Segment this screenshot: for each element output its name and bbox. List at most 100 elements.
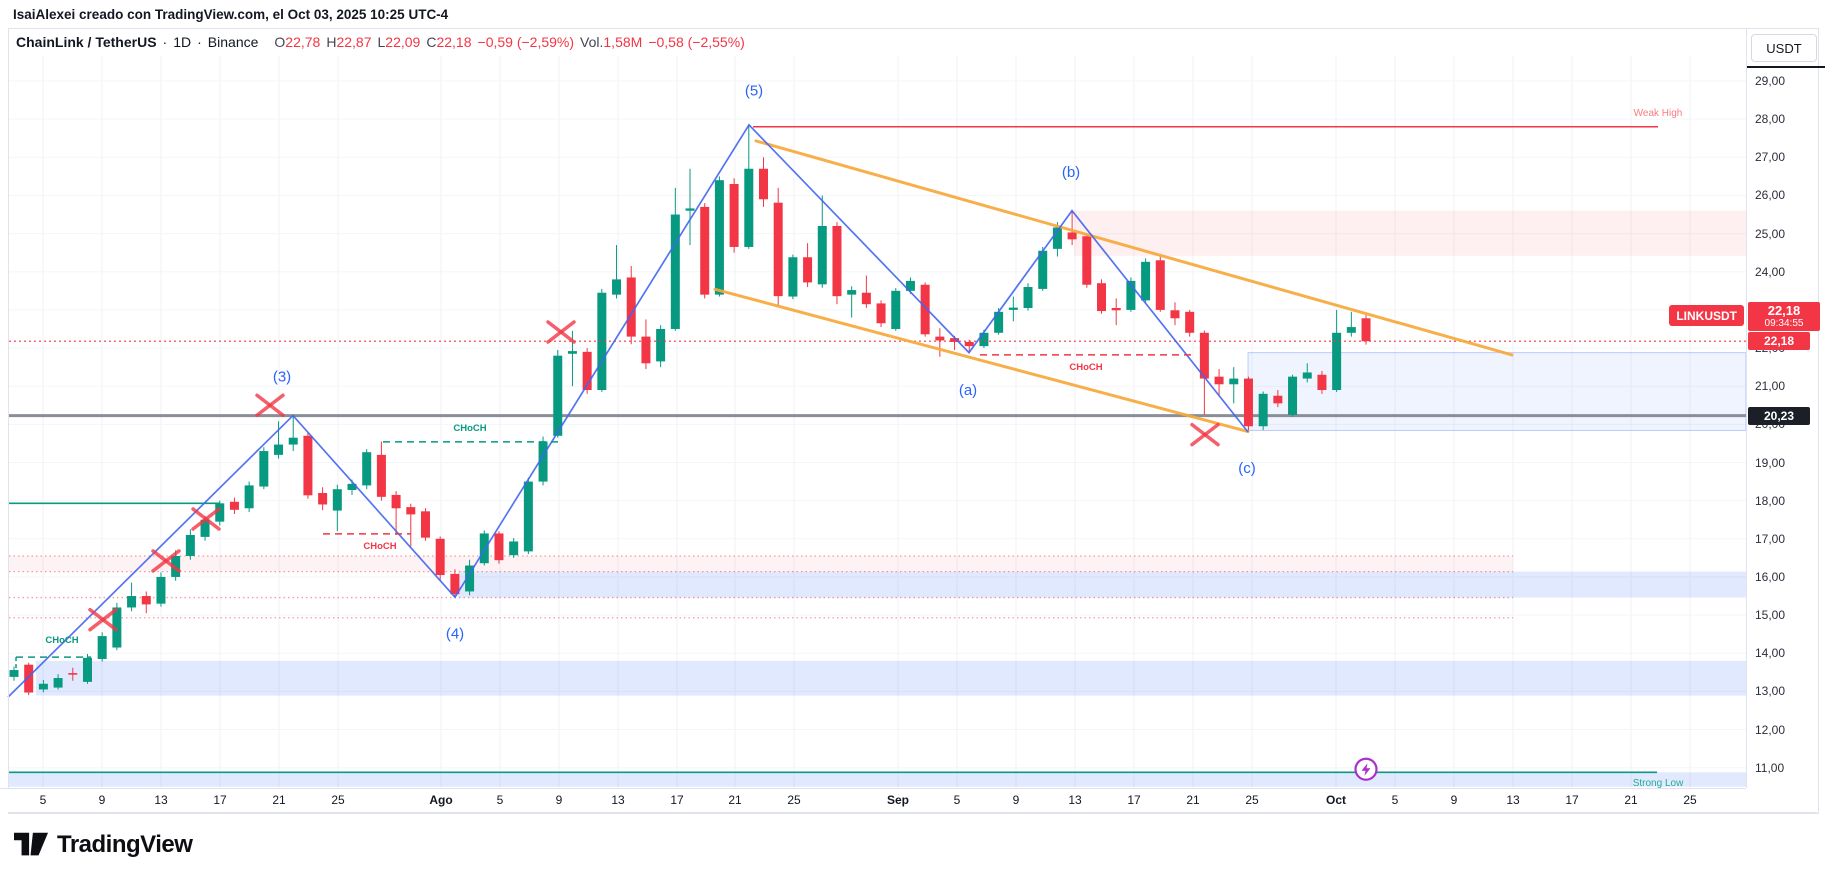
price-tick-label: 28,00 — [1755, 112, 1786, 127]
time-tick-label: 5 — [1391, 793, 1399, 807]
dotted-levels-layer — [9, 555, 1513, 619]
time-axis[interactable]: 5 9 13 17 21 25 Ago 5 9 13 17 21 25 Sep 5 9 13 17 21 25 Oct 5… — [0, 788, 1746, 813]
elliott-zigzag-line — [7, 123, 1249, 698]
bar-countdown: 09:34:55 — [1764, 318, 1804, 329]
zigzag-layer — [7, 123, 1249, 698]
lower-orange — [713, 287, 1250, 434]
price-tick-label: 29,00 — [1755, 74, 1786, 88]
band-blue-16 — [458, 571, 1746, 598]
time-tick-label: 13 — [154, 793, 168, 807]
time-tick-label: 25 — [1683, 793, 1697, 807]
zones-layer — [9, 210, 1747, 787]
band-pink-16 — [9, 555, 1513, 572]
flash-icon[interactable] — [1354, 757, 1378, 781]
price-tick-label: 14,00 — [1755, 646, 1786, 661]
time-tick-label: 17 — [213, 793, 227, 807]
time-tick-label: 5 — [953, 793, 961, 807]
ohlc-open: O22,78 — [274, 34, 321, 50]
price-tick-label: 26,00 — [1755, 188, 1786, 203]
ohlc-close: C22,18 — [426, 34, 472, 50]
price-tick-label: 13,00 — [1755, 684, 1786, 699]
price-tick-label: 24,00 — [1755, 264, 1786, 279]
upper-orange — [754, 139, 1514, 357]
price-tick-label: 18,00 — [1755, 493, 1786, 508]
price-tick-label: 12,00 — [1755, 722, 1786, 737]
time-tick-label: 9 — [555, 793, 563, 807]
time-tick-label: 17 — [1127, 793, 1141, 807]
svg-text:CHoCH: CHoCH — [45, 635, 78, 646]
time-tick-label: 17 — [670, 793, 684, 807]
time-tick-label: 17 — [1565, 793, 1579, 807]
time-tick-label: 25 — [787, 793, 801, 807]
time-tick-label: 21 — [272, 793, 286, 807]
symbol-price-tag: LINKUSDT — [1669, 305, 1744, 326]
wave-labels-layer: (3) (4) (5) (a) (b) (c) — [273, 83, 1256, 643]
tradingview-logo-icon[interactable] — [14, 832, 48, 858]
axis-divider — [1747, 66, 1825, 68]
ohlc-low: L22,09 — [377, 34, 421, 50]
strong-low-ray: Strong Low — [9, 771, 1684, 789]
level-price-label: 20,23 — [1748, 407, 1810, 425]
time-tick-label: 13 — [611, 793, 625, 807]
svg-text:CHoCH: CHoCH — [363, 541, 396, 552]
volume-change: −0,58 (−2,55%) — [648, 34, 745, 50]
time-tick-month: Sep — [886, 793, 910, 807]
time-tick-label: 13 — [1068, 793, 1082, 807]
time-tick-label: 5 — [496, 793, 504, 807]
change-value: −0,59 (−2,59%) — [477, 34, 575, 50]
band-blue-13 — [36, 660, 1746, 696]
time-tick-label: 9 — [1450, 793, 1458, 807]
price-tick-label: 16,00 — [1755, 569, 1786, 584]
footer: TradingView — [14, 826, 193, 864]
time-tick-label: 21 — [1186, 793, 1200, 807]
svg-text:CHoCH: CHoCH — [1069, 362, 1102, 373]
interval-label[interactable]: 1D — [173, 34, 192, 50]
ohlc-high: H22,87 — [326, 34, 372, 50]
time-tick-label: 13 — [1506, 793, 1520, 807]
time-tick-label: 9 — [1012, 793, 1020, 807]
time-tick-label: 25 — [1245, 793, 1259, 807]
wave-label-5: (5) — [745, 83, 763, 100]
candles-layer — [9, 124, 1371, 696]
time-tick-label: 5 — [39, 793, 47, 807]
wave-label-3: (3) — [273, 369, 291, 386]
price-tick-label: 15,00 — [1755, 608, 1786, 623]
supply-pink — [1074, 210, 1746, 256]
currency-toggle-button[interactable]: USDT — [1751, 34, 1817, 62]
time-tick-month: Ago — [429, 793, 453, 807]
channel-layer — [713, 139, 1514, 434]
grid-layer — [9, 56, 1746, 788]
svg-text:CHoCH: CHoCH — [453, 423, 486, 434]
symbol-header: ChainLink / TetherUS · 1D · Binance O22,… — [16, 28, 745, 56]
svg-text:Weak High: Weak High — [1634, 108, 1683, 119]
price-tick-label: 11,00 — [1755, 760, 1785, 775]
current-price-label: 22,18 — [1748, 332, 1810, 350]
price-tick-label: 19,00 — [1755, 455, 1786, 470]
divider — [8, 812, 1817, 813]
time-tick-label: 21 — [728, 793, 742, 807]
time-tick-label: 25 — [331, 793, 345, 807]
tradingview-logo-text[interactable]: TradingView — [57, 831, 193, 858]
last-price-badge: 22,18 09:34:55 — [1748, 302, 1820, 331]
wave-label-b: (b) — [1062, 164, 1080, 181]
exchange-label: Binance — [207, 34, 259, 50]
symbol-name[interactable]: ChainLink / TetherUS — [16, 34, 157, 50]
separator: · — [197, 34, 202, 50]
wave-label-4: (4) — [446, 625, 464, 642]
attribution-text: IsaiAlexei creado con TradingView.com, e… — [13, 6, 449, 22]
price-tick-label: 17,00 — [1755, 531, 1786, 546]
price-tick-label: 27,00 — [1755, 150, 1786, 165]
time-tick-label: 21 — [1624, 793, 1638, 807]
zone-blue-mid — [1247, 352, 1747, 431]
time-tick-month: Oct — [1325, 793, 1347, 807]
price-tick-label: 21,00 — [1755, 379, 1786, 394]
separator: · — [162, 34, 168, 50]
wave-label-c: (c) — [1238, 460, 1256, 477]
price-axis[interactable]: USDT 29,0028,0027,0026,0025,0024,0023,00… — [1746, 28, 1825, 788]
svg-text:Strong Low: Strong Low — [1633, 778, 1684, 789]
price-tick-label: 25,00 — [1755, 226, 1786, 241]
time-tick-label: 9 — [98, 793, 106, 807]
x-marks-layer — [88, 320, 1220, 632]
wave-label-a: (a) — [959, 382, 977, 399]
